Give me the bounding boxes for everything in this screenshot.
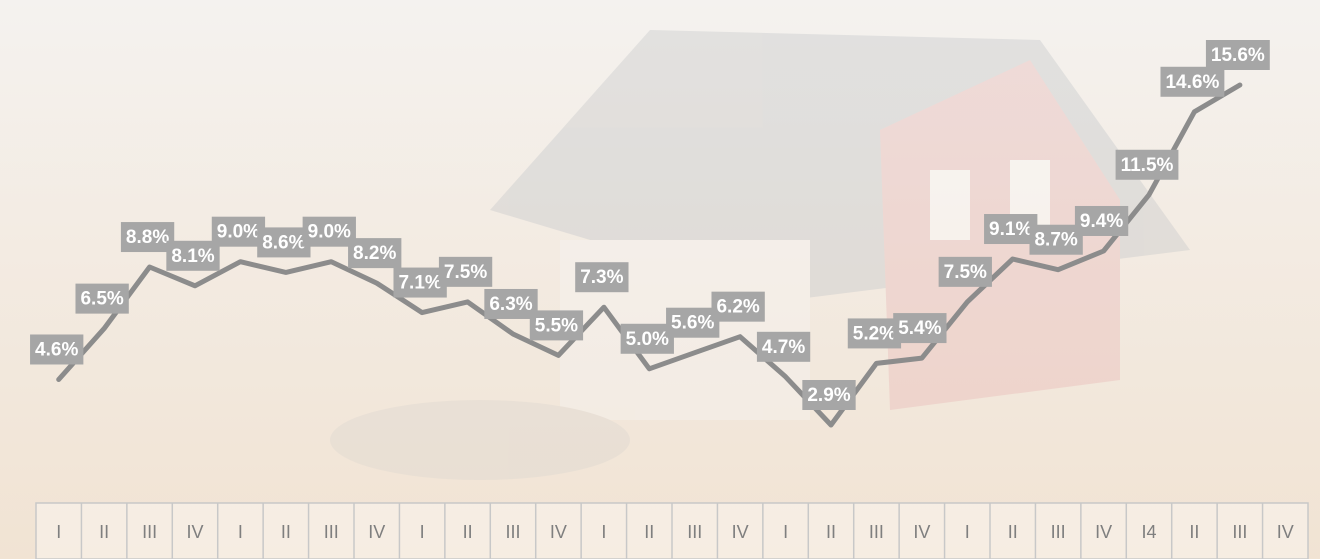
value-label: 6.5%: [75, 284, 128, 314]
value-label: 9.1%: [984, 214, 1037, 244]
value-label-text: 7.5%: [944, 262, 987, 283]
category-label: I: [420, 522, 425, 542]
value-label: 7.5%: [439, 257, 492, 287]
value-label: 8.7%: [1029, 225, 1082, 255]
value-label: 5.4%: [893, 313, 946, 343]
category-label: IV: [1277, 522, 1294, 542]
value-label-text: 5.6%: [671, 313, 714, 334]
category-label: I: [783, 522, 788, 542]
value-label: 11.5%: [1116, 150, 1179, 180]
value-label: 4.6%: [30, 334, 83, 364]
value-label: 8.8%: [121, 222, 174, 252]
value-label: 5.5%: [530, 310, 583, 340]
value-label-text: 6.5%: [80, 289, 123, 310]
value-label-text: 6.2%: [716, 297, 759, 318]
value-label: 9.0%: [303, 217, 356, 247]
category-label: III: [505, 522, 520, 542]
category-label: III: [1051, 522, 1066, 542]
value-label-text: 5.4%: [898, 318, 941, 339]
value-label-text: 9.0%: [308, 222, 351, 243]
value-label: 6.2%: [711, 292, 764, 322]
chart: 4.6%6.5%8.8%8.1%9.0%8.6%9.0%8.2%7.1%7.5%…: [0, 0, 1320, 559]
value-label: 8.1%: [166, 241, 219, 271]
category-label: II: [281, 522, 291, 542]
value-label-text: 9.4%: [1080, 211, 1123, 232]
value-label-text: 8.7%: [1034, 230, 1077, 251]
value-label-text: 8.8%: [126, 227, 169, 248]
value-label-text: 6.3%: [489, 294, 532, 315]
category-label: I: [965, 522, 970, 542]
category-label: I: [238, 522, 243, 542]
value-label: 6.3%: [484, 289, 537, 319]
category-label: III: [324, 522, 339, 542]
value-label-text: 15.6%: [1211, 45, 1265, 66]
category-label: II: [826, 522, 836, 542]
category-label: I4: [1141, 522, 1156, 542]
value-label: 8.2%: [348, 238, 401, 268]
value-label: 9.0%: [212, 217, 265, 247]
value-label-text: 5.5%: [535, 315, 578, 336]
value-label: 15.6%: [1206, 40, 1270, 70]
value-label-text: 4.6%: [35, 340, 78, 361]
category-label: III: [687, 522, 702, 542]
value-label: 7.1%: [393, 268, 446, 298]
value-label: 7.5%: [939, 257, 992, 287]
value-label-text: 7.1%: [398, 273, 441, 294]
category-label: IV: [368, 522, 385, 542]
category-label: IV: [550, 522, 567, 542]
page: {"chart_data": {"type": "line", "color":…: [0, 0, 1320, 559]
value-label-text: 8.6%: [262, 232, 305, 253]
category-label: II: [99, 522, 109, 542]
value-label-text: 14.6%: [1165, 72, 1219, 93]
value-label-text: 8.1%: [171, 246, 214, 267]
category-label: III: [869, 522, 884, 542]
value-label-text: 4.7%: [762, 337, 805, 358]
value-label-text: 7.3%: [580, 267, 623, 288]
category-label: II: [644, 522, 654, 542]
category-label: I: [56, 522, 61, 542]
value-label-text: 11.5%: [1121, 155, 1174, 176]
value-label: 7.3%: [575, 262, 628, 292]
category-label: III: [142, 522, 157, 542]
category-label: I: [601, 522, 606, 542]
value-label: 4.7%: [757, 332, 810, 362]
value-label: 14.6%: [1160, 67, 1224, 97]
category-label: II: [463, 522, 473, 542]
category-label: III: [1232, 522, 1247, 542]
value-label-text: 9.0%: [217, 222, 260, 243]
value-label: 5.6%: [666, 308, 719, 338]
category-label: IV: [913, 522, 930, 542]
value-label: 5.0%: [621, 324, 674, 354]
value-label-text: 5.0%: [626, 329, 669, 350]
category-label: IV: [732, 522, 749, 542]
value-label-text: 9.1%: [989, 219, 1032, 240]
value-label-text: 5.2%: [853, 323, 896, 344]
value-label: 8.6%: [257, 227, 310, 257]
category-label: II: [1008, 522, 1018, 542]
value-label: 9.4%: [1075, 206, 1128, 236]
category-label: II: [1189, 522, 1199, 542]
value-label: 5.2%: [848, 318, 901, 348]
value-label-text: 7.5%: [444, 262, 487, 283]
value-label: 2.9%: [802, 380, 855, 410]
category-label: IV: [1095, 522, 1112, 542]
value-label-text: 2.9%: [807, 385, 850, 406]
value-label-text: 8.2%: [353, 243, 396, 264]
category-label: IV: [186, 522, 203, 542]
